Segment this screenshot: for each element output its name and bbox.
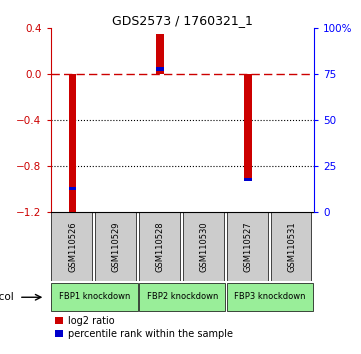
Bar xyxy=(183,212,223,281)
Text: GSM110529: GSM110529 xyxy=(112,222,121,272)
Bar xyxy=(244,178,252,181)
Bar xyxy=(69,74,77,215)
Title: GDS2573 / 1760321_1: GDS2573 / 1760321_1 xyxy=(112,14,253,27)
Bar xyxy=(227,212,268,281)
Text: GSM110527: GSM110527 xyxy=(244,222,253,272)
Text: GSM110528: GSM110528 xyxy=(156,222,165,272)
Text: FBP2 knockdown: FBP2 knockdown xyxy=(147,292,218,301)
Bar xyxy=(51,212,92,281)
Text: FBP1 knockdown: FBP1 knockdown xyxy=(59,292,130,301)
Legend: log2 ratio, percentile rank within the sample: log2 ratio, percentile rank within the s… xyxy=(55,316,233,339)
Bar xyxy=(244,74,252,180)
Text: GSM110526: GSM110526 xyxy=(68,222,77,272)
Text: protocol: protocol xyxy=(0,292,14,302)
Bar xyxy=(139,283,225,312)
Text: GSM110531: GSM110531 xyxy=(288,222,297,272)
Bar xyxy=(139,212,180,281)
Text: FBP3 knockdown: FBP3 knockdown xyxy=(234,292,306,301)
Bar xyxy=(95,212,136,281)
Bar xyxy=(227,283,313,312)
Bar xyxy=(271,212,312,281)
Bar xyxy=(69,187,77,190)
Bar xyxy=(156,67,164,70)
Text: GSM110530: GSM110530 xyxy=(200,222,209,272)
Bar xyxy=(156,34,164,74)
Bar xyxy=(51,283,138,312)
